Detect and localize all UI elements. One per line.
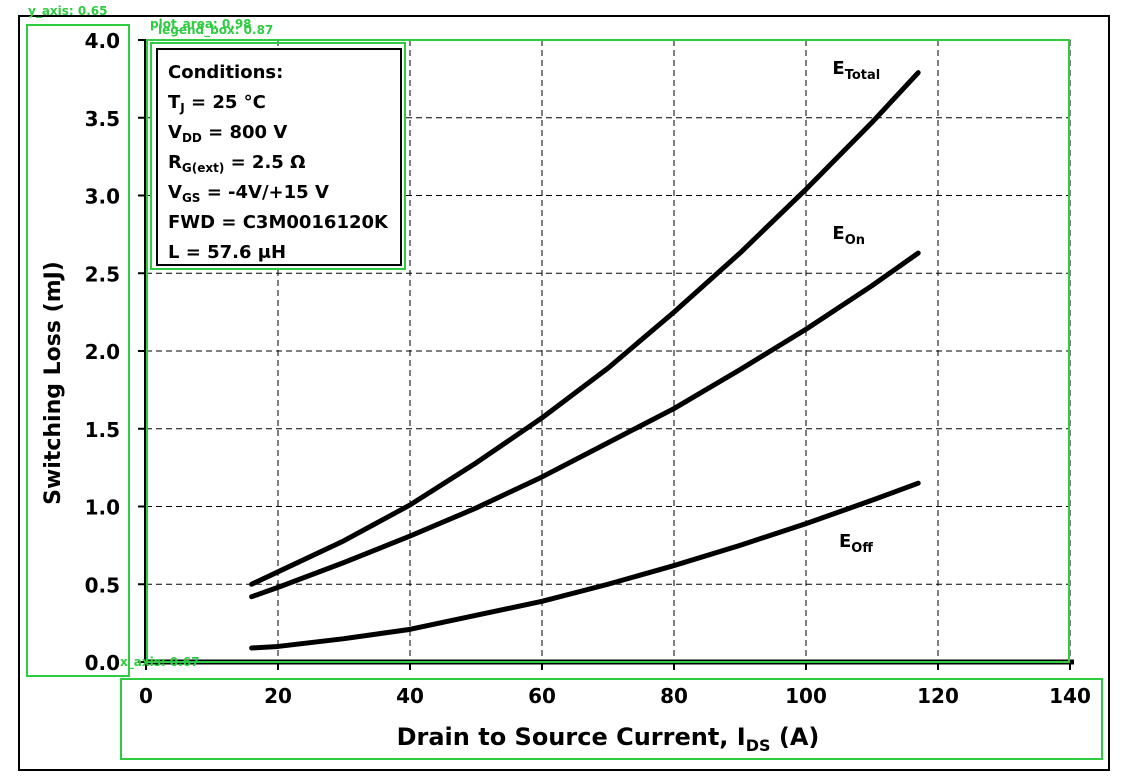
plot-area-overlay-label: plot_area: 0.98 [150, 17, 252, 31]
x-tick-label-6: 120 [917, 684, 959, 708]
condition-vgs-sub: GS [181, 191, 201, 205]
condition-inductance: L = 57.6 μH [168, 238, 400, 268]
x-axis-title-main: Drain to Source Current, I [397, 723, 746, 751]
y-axis-overlay-label: y_axis: 0.65 [28, 4, 108, 18]
series-line-e-total [249, 70, 921, 587]
series-layer [249, 70, 921, 651]
y-tick-label-5: 2.5 [85, 262, 120, 286]
y-tick-label-7: 3.5 [85, 107, 120, 131]
x-tick-label-5: 100 [785, 684, 827, 708]
y-tick-label-1: 0.5 [85, 573, 120, 597]
condition-fwd-text: FWD = C3M0016120K [168, 212, 388, 233]
x-axis-title: Drain to Source Current, IDS (A) [397, 723, 820, 755]
y-tick-label-3: 1.5 [85, 418, 120, 442]
y-tick-label-0: 0.0 [85, 651, 120, 675]
condition-rg-value: = 2.5 Ω [224, 152, 306, 173]
condition-vgs-value: = -4V/+15 V [200, 182, 329, 203]
series-line-e-off [249, 480, 921, 651]
x-tick-label-0: 0 [139, 684, 153, 708]
condition-rg: RG(ext) = 2.5 Ω [168, 148, 400, 178]
legend-overlay-label: legend_box: 0.87 [158, 23, 274, 37]
condition-tj-main: T [168, 92, 181, 113]
condition-vgs: VGS = -4V/+15 V [168, 178, 400, 208]
x-tick-label-1: 20 [264, 684, 292, 708]
x-tick-label-3: 60 [528, 684, 556, 708]
condition-tj: TJ = 25 °C [168, 88, 400, 118]
conditions-title: Conditions: [168, 62, 284, 83]
x-tick-label-4: 80 [660, 684, 688, 708]
y-tick-label-4: 2.0 [85, 340, 120, 364]
series-label-layer: ETotal EOn EOff [832, 58, 880, 556]
y-tick-label-2: 1.0 [85, 496, 120, 520]
series-label-e-off: EOff [839, 531, 873, 556]
condition-fwd: FWD = C3M0016120K [168, 208, 400, 238]
condition-vdd-value: = 800 V [201, 122, 288, 143]
y-axis-title: Switching Loss (mJ) [41, 261, 66, 505]
conditions-box: Conditions: TJ = 25 °C VDD = 800 V RG(ex… [156, 48, 402, 266]
condition-vdd: VDD = 800 V [168, 118, 400, 148]
x-axis-title-rest: (A) [771, 723, 820, 751]
x-tick-label-2: 40 [396, 684, 424, 708]
condition-rg-sub: G(ext) [181, 161, 225, 175]
condition-vdd-sub: DD [181, 131, 202, 145]
tick-label-layer: 0 20 40 60 80 100 120 140 0.0 0.5 1.0 1.5 2.0 2.5 3.0 3… [85, 29, 1091, 708]
x-axis-title-sub: DS [746, 736, 771, 755]
x-tick-label-7: 140 [1049, 684, 1091, 708]
x-axis-overlay-label: x_axis: 0.67 [120, 655, 200, 669]
condition-tj-value: = 25 °C [184, 92, 266, 113]
condition-rg-main: R [168, 152, 182, 173]
series-line-e-on [249, 250, 921, 600]
condition-tj-sub: J [180, 101, 185, 115]
condition-inductance-text: L = 57.6 μH [168, 242, 287, 263]
condition-vdd-main: V [168, 122, 182, 143]
y-tick-label-8: 4.0 [85, 29, 120, 53]
series-label-e-total: ETotal [832, 58, 880, 83]
series-label-e-on: EOn [832, 223, 865, 248]
condition-vgs-main: V [168, 182, 182, 203]
y-tick-label-6: 3.0 [85, 185, 120, 209]
